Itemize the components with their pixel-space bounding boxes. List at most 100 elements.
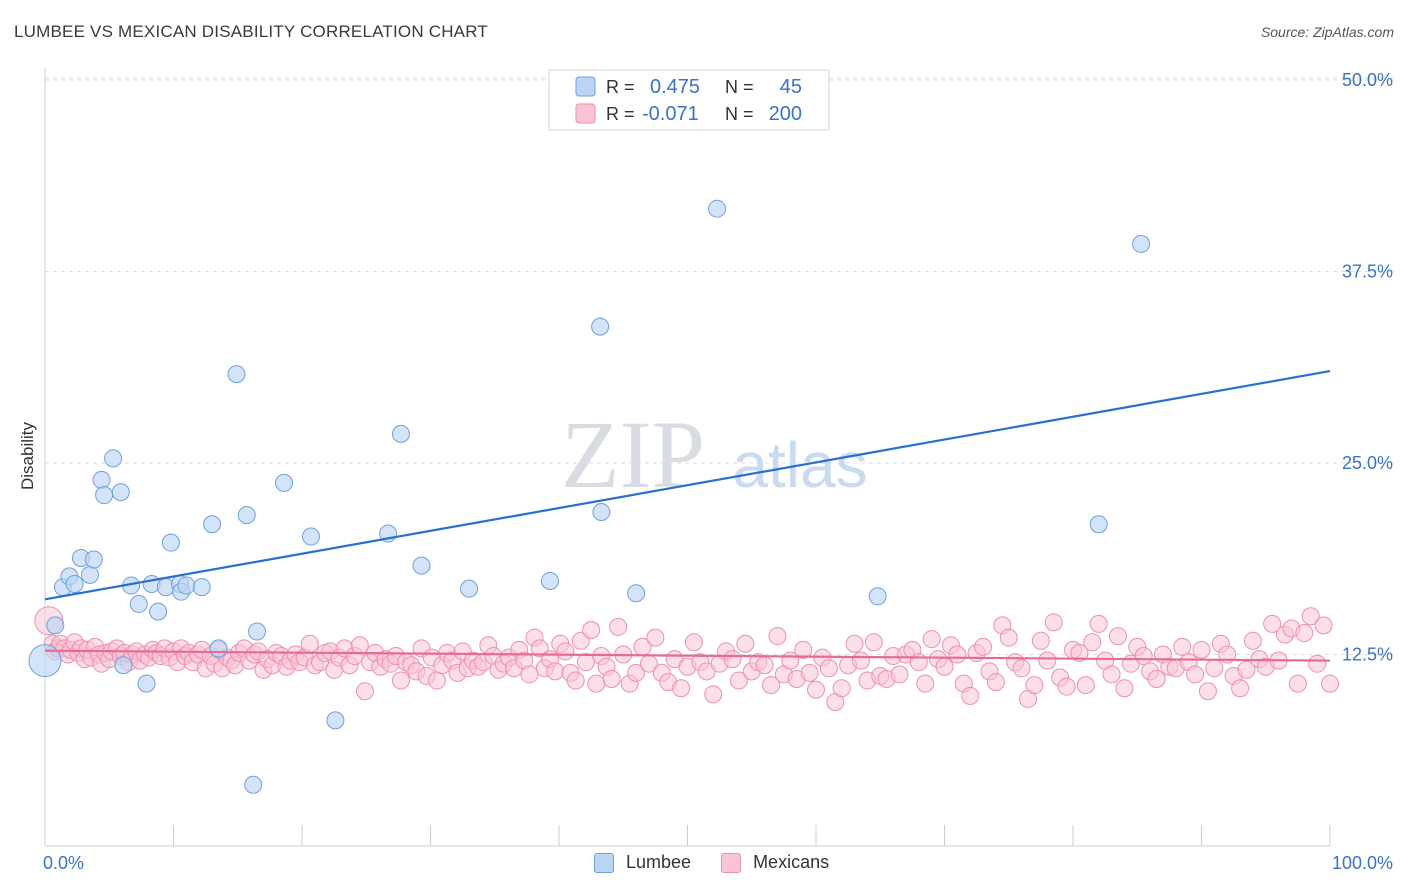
mexicans-point bbox=[974, 637, 993, 656]
lumbee-point bbox=[203, 515, 222, 534]
legend-box: R = 0.475 N = 45 R = -0.071 N = 200 bbox=[548, 69, 830, 131]
lumbee-point bbox=[541, 571, 560, 590]
mexicans-point bbox=[935, 657, 954, 676]
mexicans-point bbox=[736, 634, 755, 653]
mexicans-point bbox=[1243, 631, 1262, 650]
lumbee-point bbox=[84, 550, 103, 569]
mexicans-point bbox=[1192, 640, 1211, 659]
lumbee-point bbox=[326, 711, 345, 730]
mexicans-point bbox=[1012, 659, 1031, 678]
lumbee-point bbox=[275, 473, 294, 492]
mexicans-point bbox=[1102, 665, 1121, 684]
mexicans-point bbox=[890, 665, 909, 684]
lumbee-point bbox=[227, 365, 246, 384]
mexicans-point bbox=[546, 662, 565, 681]
mexicans-point bbox=[1057, 677, 1076, 696]
mexicans-point bbox=[684, 633, 703, 652]
x-tick-label-0: 0.0% bbox=[43, 853, 84, 873]
mexicans-point bbox=[1186, 665, 1205, 684]
mexicans-point bbox=[609, 617, 628, 636]
mexicans-trend-line bbox=[44, 649, 1331, 662]
mexicans-point bbox=[864, 633, 883, 652]
lumbee-point bbox=[1132, 234, 1151, 253]
series-lumbee bbox=[28, 199, 1151, 794]
mexicans-point bbox=[582, 620, 601, 639]
lumbee-point bbox=[248, 622, 267, 641]
lumbee-point bbox=[65, 575, 84, 594]
mexicans-point bbox=[427, 671, 446, 690]
mexicans-point bbox=[1038, 651, 1057, 670]
legend-r-label-1: R = bbox=[606, 77, 635, 97]
legend-n-label-2: N = bbox=[725, 104, 754, 124]
legend-n-value-1: 45 bbox=[780, 76, 802, 98]
mexicans-point bbox=[355, 682, 374, 701]
lumbee-point bbox=[177, 576, 196, 595]
legend-bottom-label-mexicans: Mexicans bbox=[753, 852, 830, 872]
mexicans-point bbox=[916, 674, 935, 693]
mexicans-point bbox=[1089, 614, 1108, 633]
mexicans-point bbox=[391, 671, 410, 690]
lumbee-point bbox=[114, 656, 133, 675]
mexicans-point bbox=[1301, 607, 1320, 626]
legend-item-lumbee: Lumbee bbox=[594, 852, 691, 873]
lumbee-point bbox=[92, 470, 111, 489]
mexicans-point bbox=[948, 645, 967, 664]
mexicans-point bbox=[1044, 613, 1063, 632]
lumbee-point bbox=[111, 483, 130, 502]
legend-bottom-swatch-lumbee bbox=[594, 852, 614, 873]
mexicans-point bbox=[986, 673, 1005, 692]
lumbee-point bbox=[149, 602, 168, 621]
lumbee-point bbox=[1089, 515, 1108, 534]
legend-n-label-1: N = bbox=[725, 77, 754, 97]
lumbee-point bbox=[46, 616, 65, 635]
mexicans-point bbox=[350, 636, 369, 655]
mexicans-point bbox=[1321, 674, 1339, 693]
lumbee-point bbox=[591, 317, 610, 336]
lumbee-point bbox=[868, 587, 887, 606]
mexicans-point bbox=[1031, 631, 1050, 650]
lumbee-point bbox=[592, 503, 611, 522]
legend-bottom: Lumbee Mexicans bbox=[594, 852, 849, 873]
mexicans-point bbox=[1295, 624, 1314, 643]
lumbee-point bbox=[627, 584, 646, 603]
trend-lines bbox=[44, 369, 1331, 662]
mexicans-point bbox=[602, 670, 621, 689]
lumbee-point bbox=[137, 674, 156, 693]
mexicans-point bbox=[729, 671, 748, 690]
mexicans-point bbox=[922, 630, 941, 649]
mexicans-point bbox=[762, 676, 781, 695]
mexicans-point bbox=[1314, 616, 1333, 635]
lumbee-point bbox=[95, 486, 114, 505]
lumbee-point bbox=[28, 644, 62, 678]
mexicans-point bbox=[723, 650, 742, 669]
source-credit: Source: ZipAtlas.com bbox=[1260, 24, 1394, 40]
mexicans-point bbox=[587, 674, 606, 693]
mexicans-point bbox=[576, 653, 595, 672]
mexicans-point bbox=[566, 671, 585, 690]
lumbee-trend-line bbox=[44, 369, 1331, 601]
mexicans-point bbox=[556, 642, 575, 661]
lumbee-point bbox=[708, 199, 727, 218]
mexicans-point bbox=[1263, 614, 1282, 633]
chart-title: LUMBEE VS MEXICAN DISABILITY CORRELATION… bbox=[14, 22, 488, 41]
mexicans-point bbox=[1083, 633, 1102, 652]
mexicans-point bbox=[1134, 647, 1153, 666]
y-axis-label: Disability bbox=[18, 421, 37, 490]
axes bbox=[44, 68, 1331, 847]
mexicans-point bbox=[672, 679, 691, 698]
y-tick-label-3: 50.0% bbox=[1342, 70, 1393, 90]
x-axis-tick-labels: 0.0% 100.0% bbox=[43, 853, 1393, 873]
legend-r-value-2: -0.071 bbox=[642, 103, 699, 125]
mexicans-point bbox=[794, 640, 813, 659]
mexicans-point bbox=[1198, 682, 1217, 701]
mexicans-point bbox=[1108, 627, 1127, 646]
y-axis-tick-labels: 12.5% 25.0% 37.5% 50.0% bbox=[1342, 70, 1393, 665]
lumbee-point bbox=[412, 556, 431, 575]
y-tick-label-2: 37.5% bbox=[1342, 262, 1393, 282]
legend-swatch-mexicans bbox=[575, 103, 596, 124]
mexicans-point bbox=[1237, 660, 1256, 679]
mexicans-point bbox=[999, 628, 1018, 647]
mexicans-point bbox=[1231, 679, 1250, 698]
y-tick-label-1: 25.0% bbox=[1342, 453, 1393, 473]
